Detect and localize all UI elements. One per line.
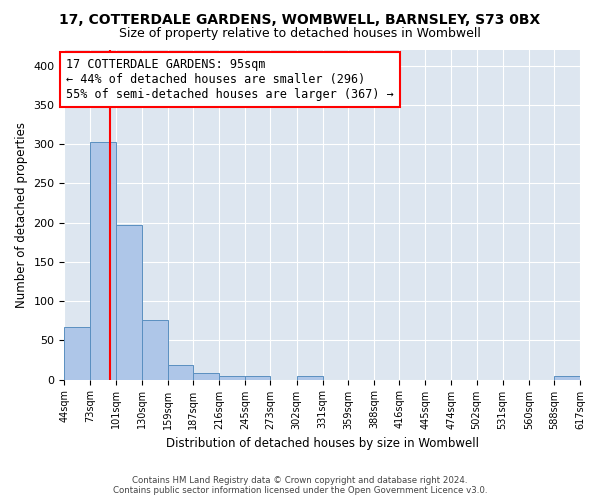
- X-axis label: Distribution of detached houses by size in Wombwell: Distribution of detached houses by size …: [166, 437, 479, 450]
- Text: Size of property relative to detached houses in Wombwell: Size of property relative to detached ho…: [119, 28, 481, 40]
- Text: 17 COTTERDALE GARDENS: 95sqm
← 44% of detached houses are smaller (296)
55% of s: 17 COTTERDALE GARDENS: 95sqm ← 44% of de…: [66, 58, 394, 101]
- Bar: [193, 372, 219, 380]
- Bar: [219, 376, 245, 380]
- Text: Contains HM Land Registry data © Crown copyright and database right 2024.
Contai: Contains HM Land Registry data © Crown c…: [113, 476, 487, 495]
- Bar: [296, 376, 323, 380]
- Bar: [142, 320, 168, 380]
- Bar: [64, 327, 91, 380]
- Bar: [116, 225, 142, 380]
- Bar: [91, 142, 116, 380]
- Bar: [168, 366, 193, 380]
- Text: 17, COTTERDALE GARDENS, WOMBWELL, BARNSLEY, S73 0BX: 17, COTTERDALE GARDENS, WOMBWELL, BARNSL…: [59, 12, 541, 26]
- Bar: [554, 376, 580, 380]
- Bar: [245, 376, 271, 380]
- Y-axis label: Number of detached properties: Number of detached properties: [15, 122, 28, 308]
